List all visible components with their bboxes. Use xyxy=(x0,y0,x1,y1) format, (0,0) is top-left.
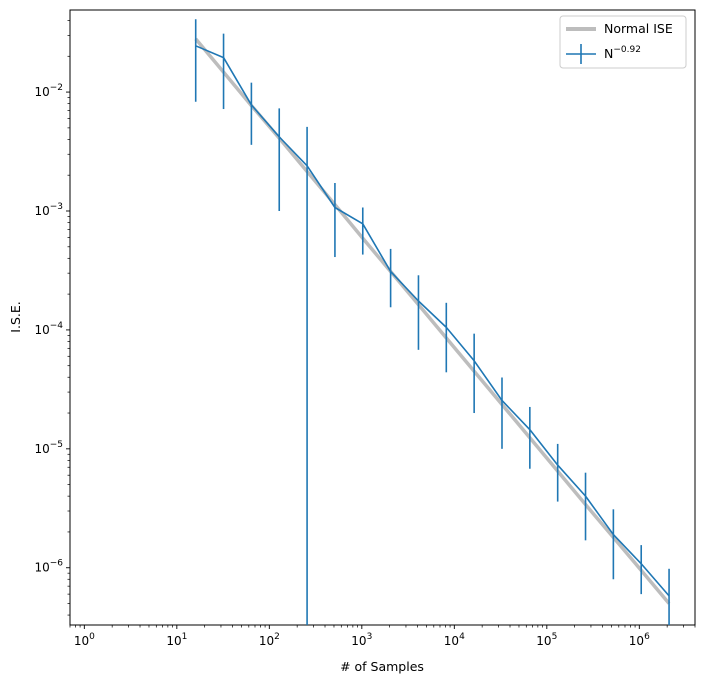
x-tick-label: 104 xyxy=(444,632,465,648)
x-tick-label: 102 xyxy=(259,632,280,648)
y-tick-label: 10−6 xyxy=(34,559,63,575)
y-tick-label: 10−3 xyxy=(34,202,63,218)
legend: Normal ISE N−0.92 xyxy=(559,15,687,69)
y-tick-label: 10−5 xyxy=(34,440,63,456)
y-tick-label: 10−2 xyxy=(34,83,63,99)
x-tick-label: 105 xyxy=(536,632,557,648)
y-tick-label: 10−4 xyxy=(34,321,63,337)
legend-label-normal-ise: Normal ISE xyxy=(604,21,673,36)
series-power-law-line xyxy=(195,45,670,597)
x-tick-label: 106 xyxy=(629,632,650,648)
x-tick-label: 100 xyxy=(74,632,95,648)
x-axis-label: # of Samples xyxy=(340,659,424,674)
legend-label-power-law: N−0.92 xyxy=(604,45,641,61)
x-tick-label: 101 xyxy=(166,632,187,648)
y-axis-label: I.S.E. xyxy=(8,301,23,332)
plot-frame xyxy=(69,9,696,626)
x-tick-label: 103 xyxy=(351,632,372,648)
